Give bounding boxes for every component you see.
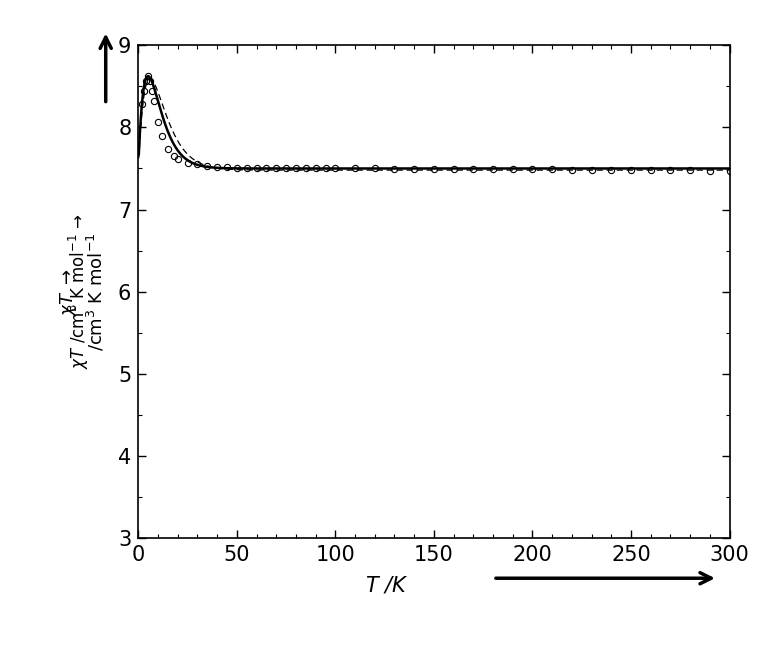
- Text: $\chi T$ /cm$^3$ K mol$^{-1}$ →: $\chi T$ /cm$^3$ K mol$^{-1}$ →: [67, 214, 91, 369]
- Text: $T$ /K: $T$ /K: [365, 574, 409, 595]
- Text: $\chi T\ \rightarrow$
/cm$^3$ K mol$^{-1}$: $\chi T\ \rightarrow$ /cm$^3$ K mol$^{-1…: [58, 232, 107, 351]
